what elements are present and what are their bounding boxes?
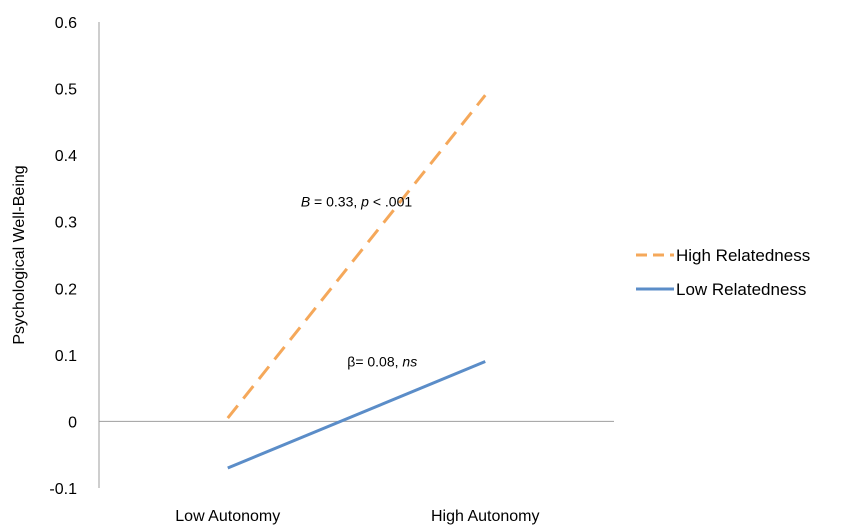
slope-annotation: B = 0.33, p < .001 — [301, 194, 413, 210]
series-lines — [226, 94, 487, 470]
y-tick-label: 0.4 — [55, 148, 77, 165]
y-tick-label: 0.2 — [55, 281, 77, 298]
y-tick-label: 0.6 — [55, 15, 77, 32]
y-tick-label: 0.5 — [55, 82, 77, 99]
y-tick-label: 0 — [68, 414, 77, 431]
x-axis-ticks: Low Autonomy High Autonomy — [175, 508, 539, 525]
slope-annotations: B = 0.33, p < .001 β= 0.08, ns — [301, 194, 417, 370]
y-tick-label: 0.1 — [55, 348, 77, 365]
y-axis-ticks: -0.1 0 0.1 0.2 0.3 0.4 0.5 0.6 — [49, 15, 77, 498]
x-tick-label: Low Autonomy — [175, 508, 280, 525]
x-tick-label: High Autonomy — [431, 508, 540, 525]
y-tick-label: -0.1 — [49, 481, 77, 498]
legend: High Relatedness Low Relatedness — [636, 246, 810, 299]
slope-annotation: β= 0.08, ns — [347, 354, 417, 370]
legend-label: High Relatedness — [676, 246, 810, 265]
y-tick-label: 0.3 — [55, 215, 77, 232]
y-axis-title: Psychological Well-Being — [11, 165, 28, 344]
series-line — [227, 360, 486, 470]
legend-label: Low Relatedness — [676, 280, 806, 299]
series-line — [226, 94, 487, 420]
